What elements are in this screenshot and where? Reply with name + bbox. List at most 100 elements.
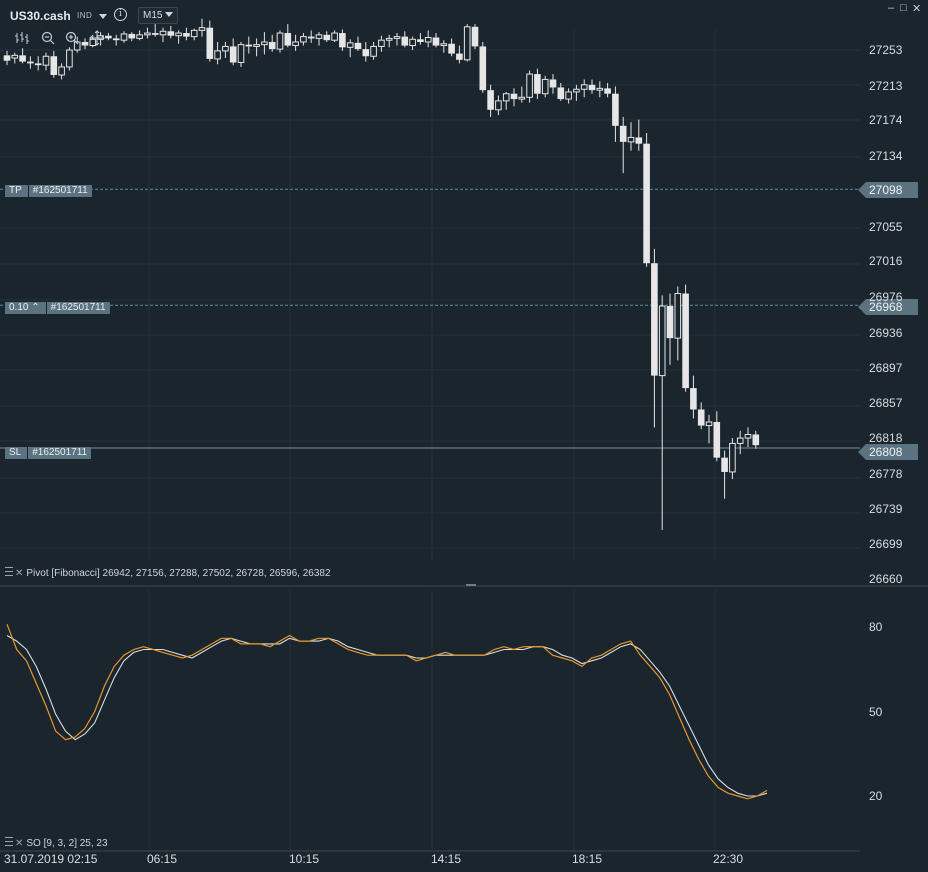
candle-body-up xyxy=(315,34,323,39)
candle-body-up xyxy=(463,26,471,61)
candle-body-up xyxy=(331,32,338,41)
price-tick-label: 27213 xyxy=(869,78,903,93)
candle-body-down xyxy=(549,79,557,88)
candle-body-up xyxy=(541,78,549,95)
candle-body-down xyxy=(81,41,89,46)
candle-body-up xyxy=(393,36,401,39)
timeframe-select[interactable]: M15 xyxy=(138,7,179,24)
price-tick-label: 27055 xyxy=(869,219,903,234)
tp-order-id: #162501711 xyxy=(32,185,88,196)
entry-price-tag[interactable]: 26968 xyxy=(858,299,918,315)
candle-body-up xyxy=(705,421,713,427)
entry-order-label[interactable]: 0.10 ⌃ #162501711 xyxy=(5,302,110,314)
entry-volume: 0.10 ⌃ xyxy=(5,302,47,314)
price-tick-label: 26976 xyxy=(869,290,903,305)
symbol-dropdown-icon[interactable] xyxy=(99,14,107,19)
candle-body-down xyxy=(510,93,518,100)
candle-body-down xyxy=(323,34,331,41)
candle-body-up xyxy=(518,96,526,100)
candle-body-up xyxy=(66,49,73,68)
sl-order-id: #162501711 xyxy=(32,447,88,458)
candle-body-up xyxy=(658,305,666,377)
candle-body-up xyxy=(261,41,268,46)
info-icon[interactable]: i xyxy=(114,8,127,21)
pivot-legend: ✕ Pivot [Fibonacci] 26942, 27156, 27288, … xyxy=(5,567,331,579)
candle-body-up xyxy=(144,32,151,36)
candle-body-up xyxy=(11,54,19,59)
candle-body-up xyxy=(580,84,588,90)
symbol-name[interactable]: US30.cash xyxy=(10,9,71,23)
candle-body-down xyxy=(690,388,697,410)
time-tick-label: 14:15 xyxy=(431,852,462,866)
indicator-settings-icon[interactable] xyxy=(5,837,13,846)
candle-body-down xyxy=(3,55,11,61)
candle-body-up xyxy=(424,37,432,43)
close-button[interactable]: ✕ xyxy=(912,3,922,15)
indicator-settings-icon[interactable] xyxy=(5,567,13,576)
instrument-badge: IND xyxy=(77,11,93,20)
price-tick-label: 26897 xyxy=(869,360,903,375)
time-tick-label: 06:15 xyxy=(147,852,178,866)
sl-order-label[interactable]: SL #162501711 xyxy=(5,447,92,459)
candle-body-up xyxy=(222,45,229,52)
tp-order-label[interactable]: TP #162501711 xyxy=(5,185,92,197)
minimize-button[interactable]: – xyxy=(888,2,895,14)
candle-body-down xyxy=(19,55,26,62)
candle-body-down xyxy=(619,125,627,142)
restore-button[interactable]: □ xyxy=(900,2,907,14)
zoom-out-icon[interactable] xyxy=(40,30,56,46)
candle-body-down xyxy=(471,26,479,47)
stochastic-values: SO [9, 3, 2] 25, 23 xyxy=(26,838,108,849)
candle-body-up xyxy=(292,41,299,47)
candle-body-up xyxy=(136,34,143,39)
sl-price-tag[interactable]: 26808 xyxy=(858,444,918,460)
candle-body-down xyxy=(713,421,721,458)
candle-body-up xyxy=(378,39,385,47)
candle-body-down xyxy=(557,87,565,100)
bars-icon[interactable] xyxy=(14,30,30,46)
candle-body-down xyxy=(752,434,760,446)
candle-body-down xyxy=(456,53,463,60)
candle-body-up xyxy=(744,433,752,439)
price-tick-label: 26660 xyxy=(869,572,903,586)
candle-body-up xyxy=(526,73,533,98)
candle-body-down xyxy=(643,143,650,264)
time-tick-label: 18:15 xyxy=(572,852,603,866)
remove-indicator-icon[interactable]: ✕ xyxy=(15,838,24,849)
entry-order-id: #162501711 xyxy=(50,302,106,313)
candle-body-down xyxy=(206,27,214,59)
time-tick-label: 31.07.2019 02:15 xyxy=(4,852,98,866)
chevron-down-icon xyxy=(165,12,174,17)
candle-body-up xyxy=(729,442,736,473)
zoom-in-icon[interactable] xyxy=(64,30,80,46)
stochastic-d-line xyxy=(6,635,768,797)
candle-body-up xyxy=(120,33,128,41)
candle-body-up xyxy=(409,38,416,47)
candle-body-down xyxy=(183,33,190,37)
tp-price-tag[interactable]: 27098 xyxy=(858,182,918,198)
candle-body-down xyxy=(339,33,346,48)
price-tick-label: 26778 xyxy=(869,466,903,481)
candle-body-down xyxy=(432,37,440,46)
candle-body-up xyxy=(674,293,682,339)
candle-body-up xyxy=(495,100,502,111)
time-tick-label: 22:30 xyxy=(713,852,744,866)
price-tick-label: 26739 xyxy=(869,501,903,516)
price-tick-label: 26857 xyxy=(869,396,903,411)
crosshair-icon[interactable] xyxy=(89,30,105,46)
remove-indicator-icon[interactable]: ✕ xyxy=(15,568,24,579)
candle-body-up xyxy=(346,42,354,48)
candle-body-up xyxy=(385,37,393,41)
time-tick-label: 10:15 xyxy=(289,852,320,866)
candle-body-down xyxy=(50,56,58,75)
candle-body-down xyxy=(635,137,643,144)
candle-body-up xyxy=(440,43,448,47)
price-tick-label: 27016 xyxy=(869,254,903,269)
stochastic-legend: ✕ SO [9, 3, 2] 25, 23 xyxy=(5,837,108,849)
candle-body-up xyxy=(627,136,635,143)
candle-body-down xyxy=(697,409,705,426)
chevron-up-icon: ⌃ xyxy=(31,302,40,313)
candle-body-up xyxy=(237,44,245,63)
candle-body-down xyxy=(245,44,253,47)
